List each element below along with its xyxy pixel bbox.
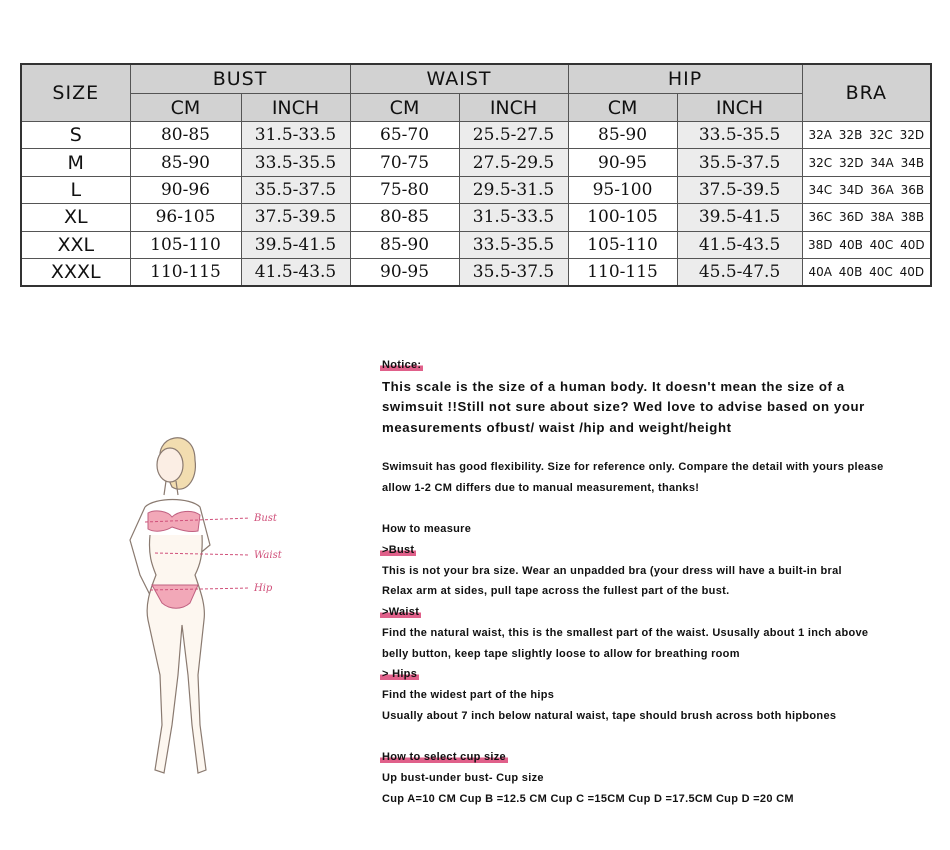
cell-bust-inch: 37.5-39.5 <box>240 203 351 232</box>
cell-bust-cm: 80-85 <box>129 120 242 150</box>
table-row: S 80-85 31.5-33.5 65-70 25.5-27.5 85-90 33.5-3… <box>20 120 932 150</box>
cup-line: Cup A=10 CM Cup B =12.5 CM Cup C =15CM C… <box>382 793 794 805</box>
cell-bust-cm: 85-90 <box>129 148 242 177</box>
hips-title: > Hips <box>380 668 420 680</box>
cell-hip-inch: 45.5-47.5 <box>676 257 803 287</box>
header-row-groups: SIZE BUST WAIST HIP BRA <box>20 63 932 122</box>
cell-hip-inch: 33.5-35.5 <box>676 120 803 150</box>
cell-bra: 36C 36D 38A 38B <box>801 203 932 232</box>
cell-hip-inch: 37.5-39.5 <box>676 175 803 205</box>
cell-bust-cm: 110-115 <box>129 257 242 287</box>
bust-line: Relax arm at sides, pull tape across the… <box>382 585 730 597</box>
waist-line: belly button, keep tape slightly loose t… <box>382 648 740 660</box>
header-hip: HIP <box>567 63 803 94</box>
cell-bra: 32A 32B 32C 32D <box>801 120 932 150</box>
table-row: L 90-96 35.5-37.5 75-80 29.5-31.5 95-100 37.5-… <box>20 175 932 205</box>
cell-waist-inch: 31.5-33.5 <box>458 203 569 232</box>
cell-waist-cm: 80-85 <box>349 203 460 232</box>
waist-title: >Waist <box>380 606 422 618</box>
header-waist-inch: INCH <box>458 93 569 122</box>
header-hip-inch: INCH <box>676 93 803 122</box>
header-hip-cm: CM <box>567 93 678 122</box>
header-waist-cm: CM <box>349 93 460 122</box>
cell-size: S <box>20 120 131 150</box>
cell-bra: 40A 40B 40C 40D <box>801 257 932 287</box>
cell-waist-cm: 75-80 <box>349 175 460 205</box>
size-chart-table: SIZE BUST WAIST HIP BRA CM INCH CM INCH … <box>20 63 933 288</box>
table-row: XL 96-105 37.5-39.5 80-85 31.5-33.5 100-105 39… <box>20 203 932 232</box>
cell-waist-inch: 35.5-37.5 <box>458 257 569 287</box>
table-row: XXXL 110-115 41.5-43.5 90-95 35.5-37.5 110-11… <box>20 257 932 287</box>
cell-bra: 34C 34D 36A 36B <box>801 175 932 205</box>
cell-bra: 38D 40B 40C 40D <box>801 230 932 259</box>
cell-size: L <box>20 175 131 205</box>
cell-waist-cm: 90-95 <box>349 257 460 287</box>
cell-hip-cm: 90-95 <box>567 148 678 177</box>
header-size: SIZE <box>20 63 131 122</box>
waist-label: Waist <box>254 550 283 561</box>
header-bust-inch: INCH <box>240 93 351 122</box>
bust-label: Bust <box>253 513 278 524</box>
cell-bust-inch: 31.5-33.5 <box>240 120 351 150</box>
flex-line: allow 1-2 CM differs due to manual measu… <box>382 482 700 494</box>
notice-title: Notice: <box>380 359 424 371</box>
cell-waist-inch: 29.5-31.5 <box>458 175 569 205</box>
waist-line: Find the natural waist, this is the smal… <box>382 627 869 639</box>
cup-title: How to select cup size <box>380 751 508 763</box>
cell-size: M <box>20 148 131 177</box>
cell-size: XXL <box>20 230 131 259</box>
table-row: M 85-90 33.5-35.5 70-75 27.5-29.5 90-95 35.5-3… <box>20 148 932 177</box>
cell-waist-cm: 65-70 <box>349 120 460 150</box>
bust-title: >Bust <box>380 544 417 556</box>
cell-bust-inch: 39.5-41.5 <box>240 230 351 259</box>
cell-hip-cm: 85-90 <box>567 120 678 150</box>
header-bra: BRA <box>801 63 932 122</box>
bust-line: This is not your bra size. Wear an unpad… <box>382 565 842 577</box>
how-to-measure-heading: How to measure <box>382 523 472 535</box>
cell-bra: 32C 32D 34A 34B <box>801 148 932 177</box>
cell-hip-cm: 100-105 <box>567 203 678 232</box>
cell-size: XL <box>20 203 131 232</box>
table-row: XXL 105-110 39.5-41.5 85-90 33.5-35.5 105-110… <box>20 230 932 259</box>
notice-line: measurements ofbust/ waist /hip and weig… <box>382 420 732 435</box>
cup-line: Up bust-under bust- Cup size <box>382 772 544 784</box>
cell-waist-cm: 70-75 <box>349 148 460 177</box>
cell-hip-cm: 95-100 <box>567 175 678 205</box>
body-measurement-illustration: Bust Waist Hip <box>100 425 300 795</box>
cell-bust-cm: 90-96 <box>129 175 242 205</box>
cell-waist-inch: 27.5-29.5 <box>458 148 569 177</box>
cell-bust-inch: 33.5-35.5 <box>240 148 351 177</box>
flex-line: Swimsuit has good flexibility. Size for … <box>382 461 884 473</box>
cell-waist-inch: 25.5-27.5 <box>458 120 569 150</box>
header-bust-cm: CM <box>129 93 242 122</box>
hip-label: Hip <box>253 583 273 594</box>
woman-figure-icon: Bust Waist Hip <box>129 437 283 774</box>
cell-hip-inch: 35.5-37.5 <box>676 148 803 177</box>
hips-line: Usually about 7 inch below natural waist… <box>382 710 837 722</box>
cell-waist-inch: 33.5-35.5 <box>458 230 569 259</box>
header-waist: WAIST <box>349 63 569 94</box>
cell-hip-inch: 41.5-43.5 <box>676 230 803 259</box>
cell-waist-cm: 85-90 <box>349 230 460 259</box>
cell-bust-cm: 96-105 <box>129 203 242 232</box>
cell-hip-inch: 39.5-41.5 <box>676 203 803 232</box>
cell-size: XXXL <box>20 257 131 287</box>
header-row-units: CM INCH CM INCH CM INCH <box>21 93 931 122</box>
notice-line: swimsuit !!Still not sure about size? We… <box>382 399 865 414</box>
notice-line: This scale is the size of a human body. … <box>382 379 845 394</box>
cell-bust-cm: 105-110 <box>129 230 242 259</box>
hips-line: Find the widest part of the hips <box>382 689 555 701</box>
cell-hip-cm: 105-110 <box>567 230 678 259</box>
cell-bust-inch: 41.5-43.5 <box>240 257 351 287</box>
cell-hip-cm: 110-115 <box>567 257 678 287</box>
cell-bust-inch: 35.5-37.5 <box>240 175 351 205</box>
header-bust: BUST <box>129 63 351 94</box>
